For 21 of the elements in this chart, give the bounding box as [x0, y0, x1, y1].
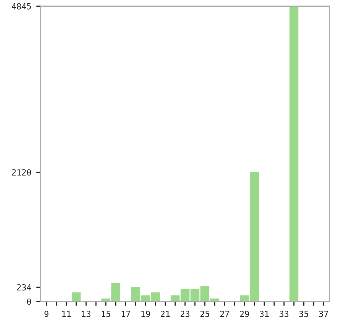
x-tick-label: 13	[82, 310, 91, 318]
x-tick-label: 37	[319, 310, 328, 318]
x-tick-label: 31	[260, 310, 269, 318]
y-tick-label: 4845	[12, 3, 32, 10]
x-tick-label: 27	[220, 310, 230, 318]
x-tick-label: 29	[240, 310, 250, 318]
x-tick-label: 11	[62, 311, 71, 318]
x-tick-label: 9	[44, 310, 49, 318]
x-tick-label: 19	[142, 310, 150, 318]
bar	[72, 292, 81, 302]
x-tick-label: 33	[280, 310, 289, 318]
y-tick-label: 2120	[12, 170, 32, 176]
x-tick-label: 35	[300, 310, 308, 318]
bar	[290, 6, 299, 302]
x-tick-label: 23	[180, 310, 190, 318]
y-tick-label: 0	[27, 298, 32, 306]
x-tick-label: 15	[102, 311, 110, 318]
y-tick-label: 234	[17, 284, 32, 291]
x-tick-label: 17	[122, 311, 130, 318]
x-tick-label: 25	[200, 310, 210, 318]
x-tick-label: 21	[161, 310, 170, 318]
